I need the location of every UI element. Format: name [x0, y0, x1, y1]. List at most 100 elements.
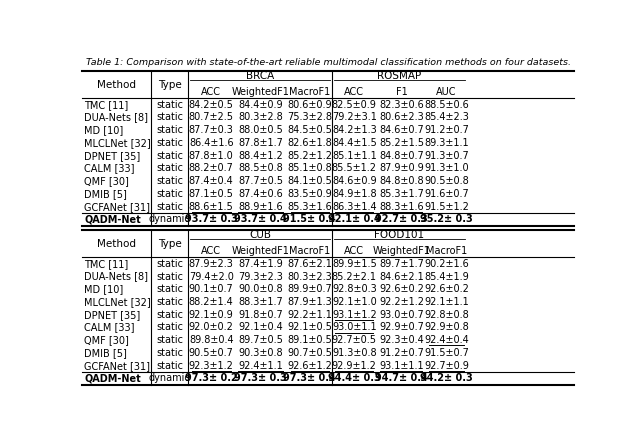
Text: 97.3± 0.3: 97.3± 0.3	[234, 373, 287, 384]
Text: 79.2±3.1: 79.2±3.1	[332, 113, 377, 122]
Text: DUA-Nets [8]: DUA-Nets [8]	[84, 271, 148, 282]
Text: static: static	[156, 284, 183, 294]
Text: 80.6±0.9: 80.6±0.9	[287, 100, 332, 110]
Text: 92.6±0.2: 92.6±0.2	[424, 284, 469, 294]
Text: 89.9±0.7: 89.9±0.7	[287, 284, 332, 294]
Text: 87.7±0.3: 87.7±0.3	[189, 125, 234, 135]
Text: QADM-Net: QADM-Net	[84, 373, 141, 384]
Text: TMC [11]: TMC [11]	[84, 100, 129, 110]
Text: 84.8±0.8: 84.8±0.8	[379, 176, 424, 186]
Text: 92.6±1.2: 92.6±1.2	[287, 361, 332, 371]
Text: FOOD101: FOOD101	[374, 230, 424, 240]
Text: static: static	[156, 113, 183, 122]
Text: 85.5±1.2: 85.5±1.2	[332, 164, 377, 173]
Text: 80.6±2.3: 80.6±2.3	[379, 113, 424, 122]
Text: 88.9±1.6: 88.9±1.6	[239, 202, 283, 211]
Text: Method: Method	[97, 239, 136, 249]
Text: 90.5±0.7: 90.5±0.7	[189, 348, 234, 358]
Text: 91.8±0.7: 91.8±0.7	[239, 310, 283, 320]
Text: 92.6±0.2: 92.6±0.2	[379, 284, 424, 294]
Text: 84.8±0.7: 84.8±0.7	[379, 151, 424, 160]
Text: 90.2±1.6: 90.2±1.6	[424, 259, 469, 269]
Text: 91.3±1.0: 91.3±1.0	[424, 164, 469, 173]
Text: 88.2±1.4: 88.2±1.4	[189, 297, 234, 307]
Text: static: static	[156, 202, 183, 211]
Text: static: static	[156, 189, 183, 199]
Text: 89.1±0.5: 89.1±0.5	[287, 335, 332, 345]
Text: MLCLNet [32]: MLCLNet [32]	[84, 297, 151, 307]
Text: static: static	[156, 259, 183, 269]
Text: 84.6±2.1: 84.6±2.1	[379, 271, 424, 282]
Text: 92.1±0.5: 92.1±0.5	[287, 322, 332, 333]
Text: AUC: AUC	[436, 87, 457, 97]
Text: TMC [11]: TMC [11]	[84, 259, 129, 269]
Text: 93.0±0.7: 93.0±0.7	[379, 310, 424, 320]
Text: DMIB [5]: DMIB [5]	[84, 189, 127, 199]
Text: 92.4±1.1: 92.4±1.1	[239, 361, 283, 371]
Text: 90.0±0.8: 90.0±0.8	[239, 284, 283, 294]
Text: static: static	[156, 310, 183, 320]
Text: 87.6±2.1: 87.6±2.1	[287, 259, 332, 269]
Text: 92.1±0.9: 92.1±0.9	[189, 310, 234, 320]
Text: 97.3± 0.4: 97.3± 0.4	[284, 373, 336, 384]
Text: ROSMAP: ROSMAP	[378, 71, 422, 81]
Text: 86.3±1.4: 86.3±1.4	[332, 202, 376, 211]
Text: 92.0±0.2: 92.0±0.2	[189, 322, 234, 333]
Text: DPNET [35]: DPNET [35]	[84, 310, 141, 320]
Text: WeightedF1: WeightedF1	[232, 245, 290, 256]
Text: WeightedF1: WeightedF1	[232, 87, 290, 97]
Text: 91.6±0.7: 91.6±0.7	[424, 189, 469, 199]
Text: 85.2±1.2: 85.2±1.2	[287, 151, 332, 160]
Text: 85.1±0.8: 85.1±0.8	[287, 164, 332, 173]
Text: static: static	[156, 335, 183, 345]
Text: WeightedF1: WeightedF1	[372, 245, 430, 256]
Text: 85.2±2.1: 85.2±2.1	[332, 271, 377, 282]
Text: 89.9±1.5: 89.9±1.5	[332, 259, 377, 269]
Text: static: static	[156, 322, 183, 333]
Text: static: static	[156, 361, 183, 371]
Text: 84.6±0.9: 84.6±0.9	[332, 176, 376, 186]
Text: 92.7±0.5: 92.7±0.5	[332, 335, 377, 345]
Text: ACC: ACC	[201, 87, 221, 97]
Text: 88.2±0.7: 88.2±0.7	[189, 164, 234, 173]
Text: 84.5±0.5: 84.5±0.5	[287, 125, 332, 135]
Text: 90.5±0.8: 90.5±0.8	[424, 176, 469, 186]
Text: 87.4±1.9: 87.4±1.9	[239, 259, 283, 269]
Text: 91.3±0.8: 91.3±0.8	[332, 348, 376, 358]
Text: 89.7±1.7: 89.7±1.7	[379, 259, 424, 269]
Text: ACC: ACC	[344, 87, 364, 97]
Text: 79.3±2.3: 79.3±2.3	[238, 271, 284, 282]
Text: 94.2± 0.3: 94.2± 0.3	[420, 373, 473, 384]
Text: 92.9±0.7: 92.9±0.7	[379, 322, 424, 333]
Text: 85.3±1.6: 85.3±1.6	[287, 202, 332, 211]
Text: MacroF1: MacroF1	[426, 245, 467, 256]
Text: 92.2±1.2: 92.2±1.2	[379, 297, 424, 307]
Text: 92.1±1.1: 92.1±1.1	[424, 297, 469, 307]
Text: F1: F1	[396, 87, 407, 97]
Text: static: static	[156, 271, 183, 282]
Text: Type: Type	[157, 80, 181, 89]
Text: 87.8±1.0: 87.8±1.0	[189, 151, 234, 160]
Text: 91.5± 0.4: 91.5± 0.4	[284, 215, 336, 224]
Text: 92.4±0.4: 92.4±0.4	[424, 335, 469, 345]
Text: BRCA: BRCA	[246, 71, 274, 81]
Text: static: static	[156, 151, 183, 160]
Text: GCFANet [31]: GCFANet [31]	[84, 361, 150, 371]
Text: 92.8±0.8: 92.8±0.8	[424, 310, 469, 320]
Text: 94.4± 0.3: 94.4± 0.3	[328, 373, 381, 384]
Text: 88.4±1.2: 88.4±1.2	[239, 151, 283, 160]
Text: CALM [33]: CALM [33]	[84, 322, 135, 333]
Text: 80.3±2.8: 80.3±2.8	[239, 113, 283, 122]
Text: 88.3±1.6: 88.3±1.6	[379, 202, 424, 211]
Text: 87.4±0.4: 87.4±0.4	[189, 176, 234, 186]
Text: 93.7± 0.3: 93.7± 0.3	[185, 215, 237, 224]
Text: 87.8±1.7: 87.8±1.7	[238, 138, 284, 148]
Text: MD [10]: MD [10]	[84, 125, 124, 135]
Text: static: static	[156, 164, 183, 173]
Text: 84.2±0.5: 84.2±0.5	[189, 100, 234, 110]
Text: 88.5±0.8: 88.5±0.8	[239, 164, 283, 173]
Text: 85.2±1.5: 85.2±1.5	[379, 138, 424, 148]
Text: 91.2±0.7: 91.2±0.7	[424, 125, 469, 135]
Text: 84.6±0.7: 84.6±0.7	[379, 125, 424, 135]
Text: 85.3±1.7: 85.3±1.7	[379, 189, 424, 199]
